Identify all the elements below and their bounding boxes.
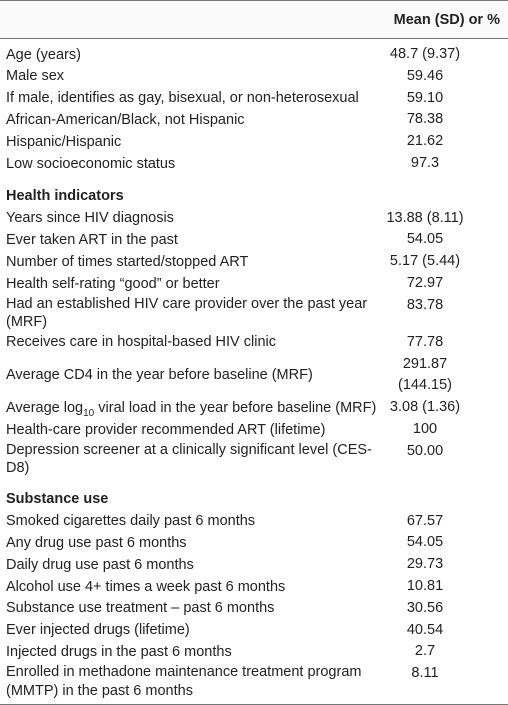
row: Receives care in hospital-based HIV clin… [0, 332, 508, 354]
row-value: 40.54 [406, 621, 444, 638]
row-label: Enrolled in methadone maintenance treatm… [0, 663, 380, 705]
row: Years since HIV diagnosis 13.88 (8.11) [0, 208, 508, 230]
row: Injected drugs in the past 6 months 2.7 [0, 641, 508, 663]
row-label: Low socioeconomic status [6, 155, 176, 172]
row: African-American/Black, not Hispanic 78.3… [0, 109, 508, 131]
row: Daily drug use past 6 months 29.73 [0, 554, 508, 576]
row: Substance use treatment – past 6 months 3… [0, 598, 508, 620]
row-value: 5.17 (5.44) [389, 253, 461, 270]
label-part: viral load in the year before baseline (… [94, 399, 377, 416]
row-value: 21.62 [406, 133, 444, 150]
blank [380, 478, 508, 511]
section-title: Health indicators [6, 188, 124, 205]
row: Age (years) 48.7 (9.37) [0, 44, 508, 66]
row: Hispanic/Hispanic 21.62 [0, 131, 508, 153]
row: Health self-rating “good” or better 72.97 [0, 273, 508, 295]
row-label: Ever injected drugs (lifetime) [6, 622, 190, 639]
row-value: 13.88 (8.11) [386, 209, 464, 226]
row-label: Health self-rating “good” or better [6, 275, 220, 292]
row-label: Injected drugs in the past 6 months [6, 643, 232, 660]
row-value: 29.73 [406, 556, 444, 573]
row-label: Ever taken ART in the past [6, 232, 178, 249]
row-value: 8.11 [380, 663, 508, 705]
row-label: African-American/Black, not Hispanic [6, 112, 245, 129]
row-label: Health-care provider recommended ART (li… [6, 421, 326, 438]
row-value: 78.38 [406, 111, 444, 128]
row-label: Had an established HIV care provider ove… [6, 295, 368, 331]
row: Smoked cigarettes daily past 6 months 67.… [0, 511, 508, 533]
row-label: Depression screener at a clinically sign… [6, 441, 372, 477]
row: If male, identifies as gay, bisexual, or… [0, 88, 508, 110]
row-label: Smoked cigarettes daily past 6 months [6, 513, 256, 530]
row-label: Receives care in hospital-based HIV clin… [6, 334, 276, 351]
row: Ever taken ART in the past 54.05 [0, 229, 508, 251]
row-label: Age (years) [6, 46, 81, 63]
row-label: Male sex [6, 68, 65, 85]
row: Average log10 viral load in the year bef… [0, 397, 508, 419]
row-value: 72.97 [406, 274, 444, 291]
row-label: Daily drug use past 6 months [6, 556, 194, 573]
row-value: 30.56 [406, 599, 444, 616]
row: Male sex 59.46 [0, 66, 508, 88]
section-title: Substance use [6, 491, 109, 508]
row-value: 77.78 [406, 333, 444, 350]
row-label: Any drug use past 6 months [6, 534, 187, 551]
row: Average CD4 in the year before baseline … [0, 354, 508, 398]
row-label: Average CD4 in the year before baseline … [6, 367, 313, 384]
row-label: Number of times started/stopped ART [6, 253, 249, 270]
row: Enrolled in methadone maintenance treatm… [0, 663, 508, 705]
row-value: 83.78 [406, 296, 444, 313]
row: Depression screener at a clinically sign… [0, 441, 508, 478]
row: Low socioeconomic status 97.3 [0, 153, 508, 175]
row: Had an established HIV care provider ove… [0, 295, 508, 332]
row-value: 50.00 [406, 442, 444, 459]
header-blank [0, 0, 380, 39]
row: Ever injected drugs (lifetime) 40.54 [0, 620, 508, 642]
row: Any drug use past 6 months 54.05 [0, 532, 508, 554]
row-label: Alcohol use 4+ times a week past 6 month… [6, 578, 286, 595]
row-value: 10.81 [406, 577, 444, 594]
row-label: If male, identifies as gay, bisexual, or… [6, 90, 359, 107]
row-value: 291.87 (144.15) [397, 355, 452, 394]
header-cell: Mean (SD) or % [380, 0, 508, 39]
row-value: 97.3 [410, 154, 440, 171]
header-row: Mean (SD) or % [0, 0, 508, 39]
section-row: Health indicators [0, 175, 508, 208]
row-value: 2.7 [414, 643, 436, 660]
row-value: 54.05 [406, 534, 444, 551]
row-label: Years since HIV diagnosis [6, 210, 174, 227]
section-row: Substance use [0, 478, 508, 511]
row-value: 54.05 [406, 231, 444, 248]
row-value: 59.46 [406, 67, 444, 84]
row-label: Average log10 viral load in the year bef… [0, 397, 380, 419]
row-label: Substance use treatment – past 6 months [6, 600, 275, 617]
label-part: Average log [6, 399, 84, 416]
row: Number of times started/stopped ART 5.17 … [0, 251, 508, 273]
blank [380, 175, 508, 208]
table-body: Age (years) 48.7 (9.37) Male sex 59.46 If ma… [0, 39, 508, 705]
row: Alcohol use 4+ times a week past 6 month… [0, 576, 508, 598]
row-value: 48.7 (9.37) [389, 46, 461, 62]
row-label: Hispanic/Hispanic [6, 133, 122, 150]
row-value: 100 [412, 420, 438, 437]
row: Health-care provider recommended ART (li… [0, 419, 508, 441]
label-part: 10 [83, 407, 95, 419]
row-value: 59.10 [406, 89, 444, 106]
row-value: 67.57 [406, 512, 444, 529]
row-value: 3.08 (1.36) [389, 399, 461, 416]
